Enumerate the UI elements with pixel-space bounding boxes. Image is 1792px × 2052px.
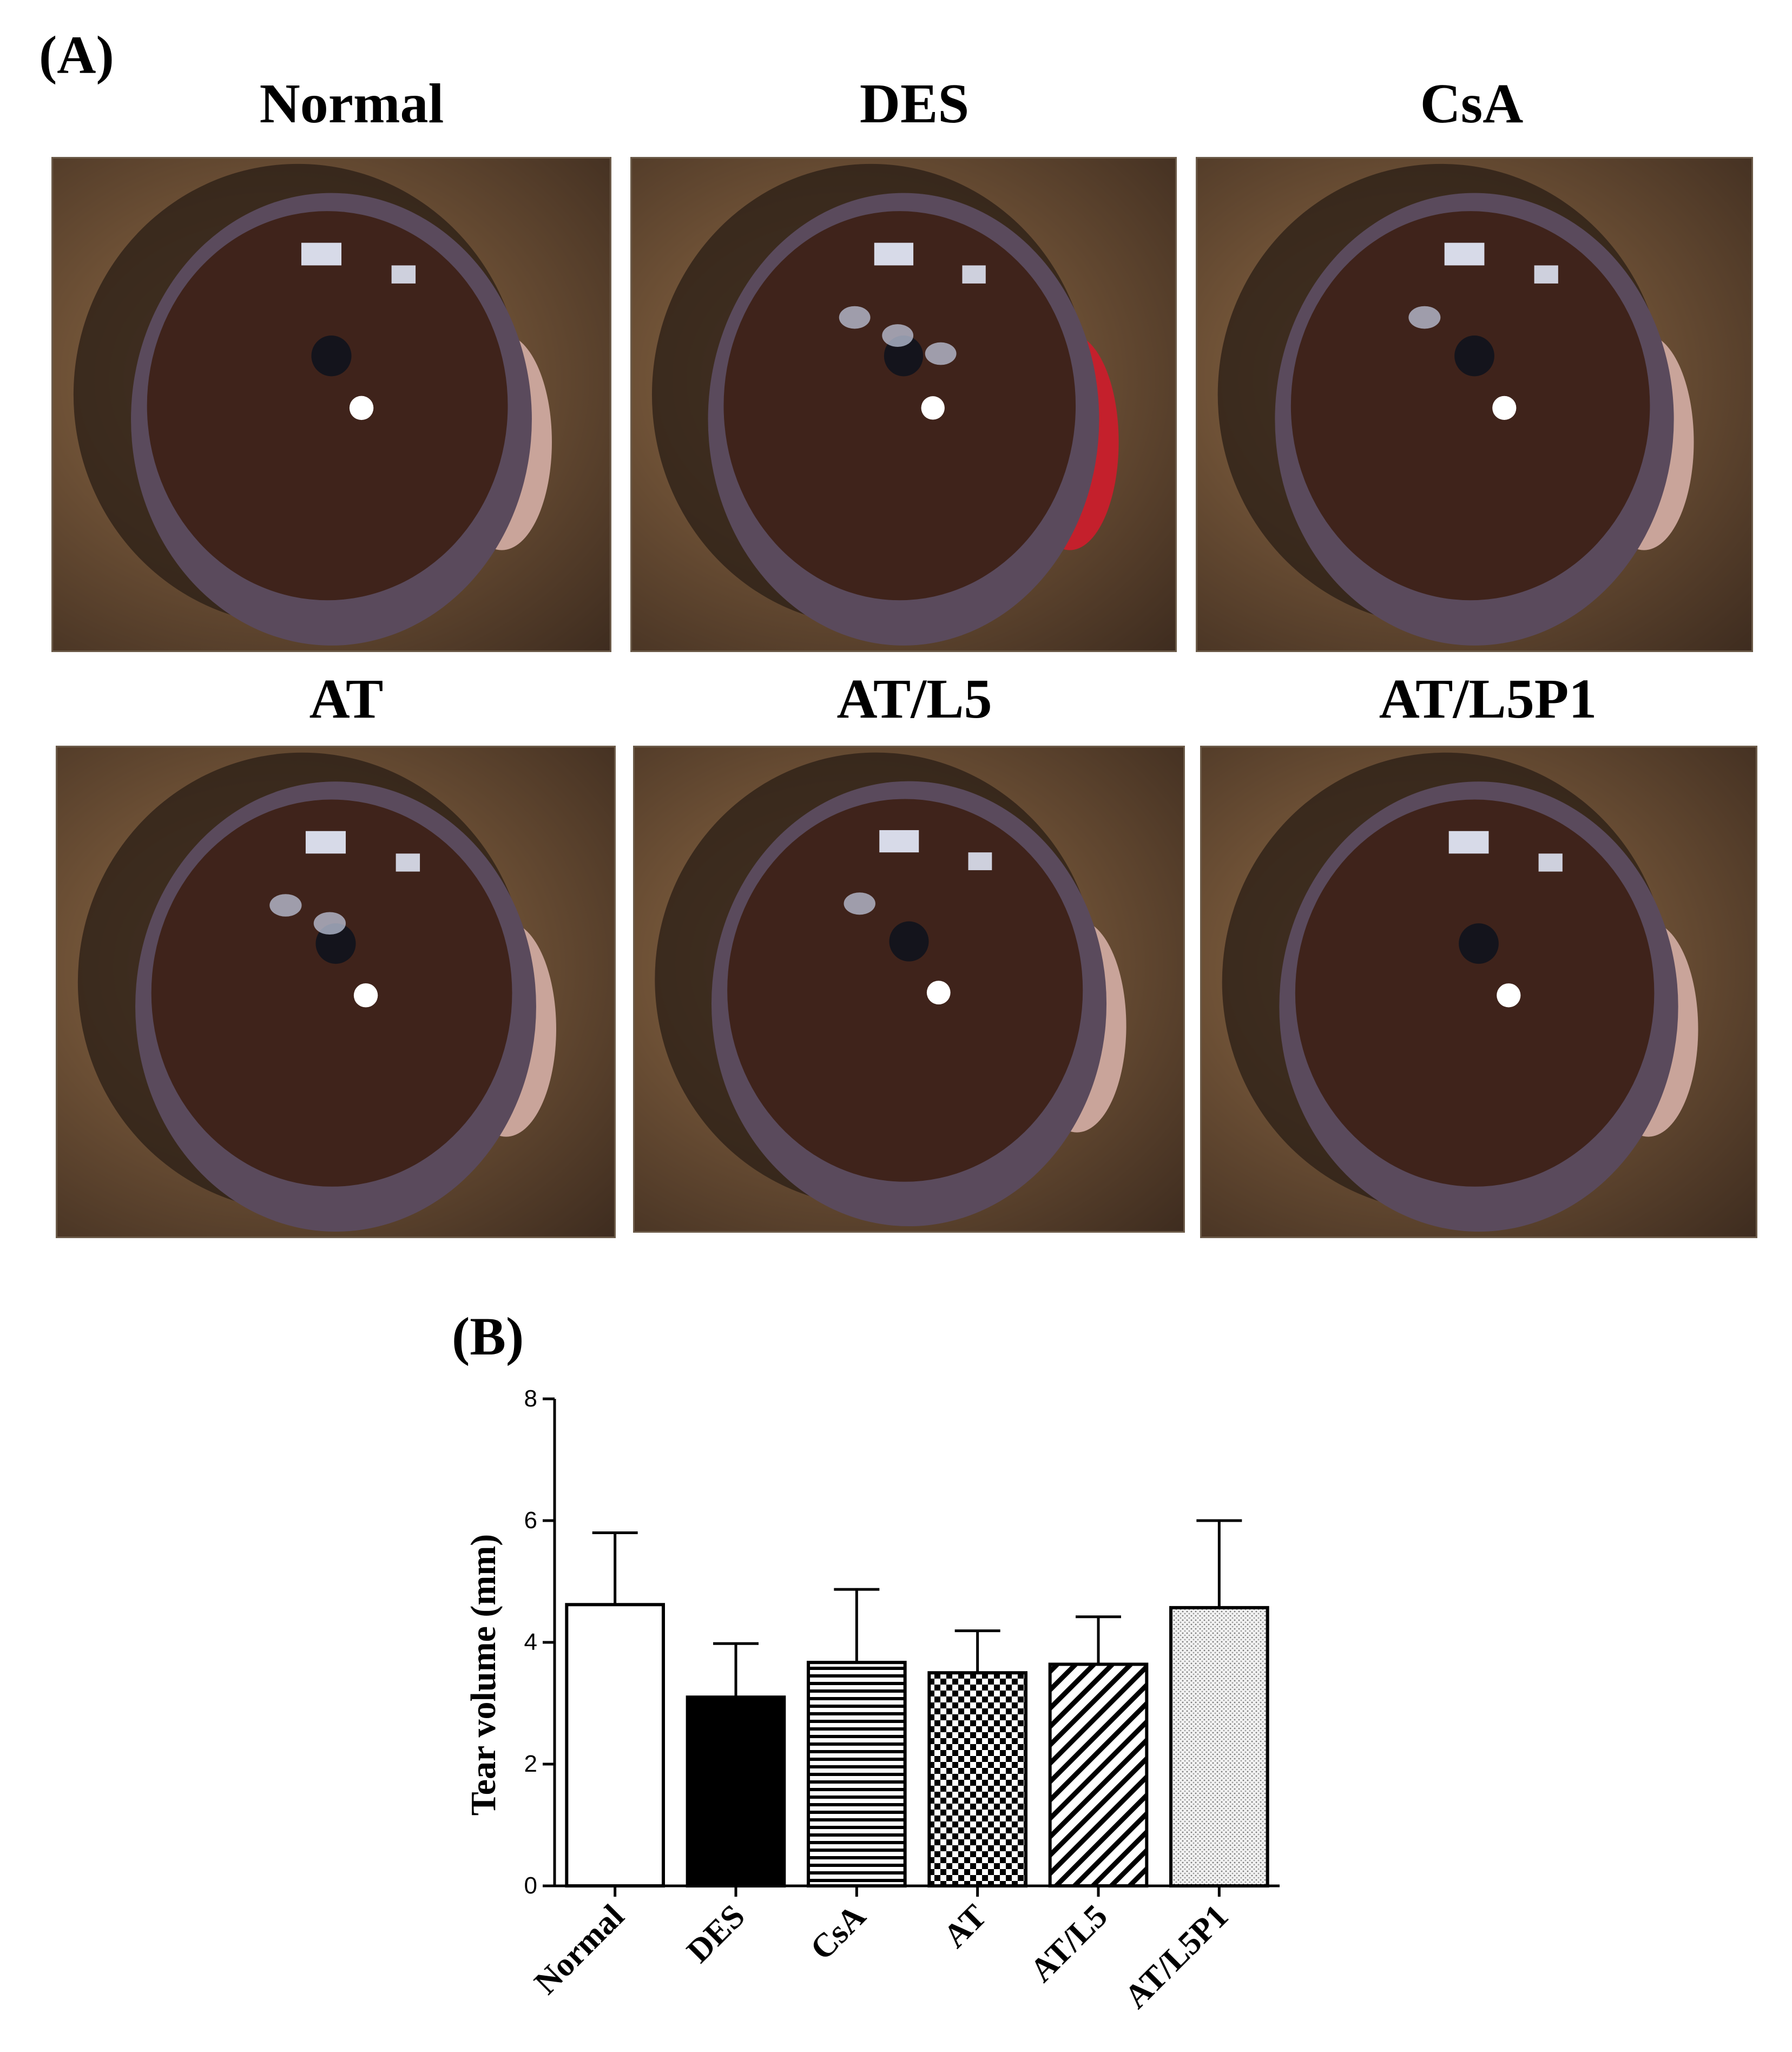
bar-at bbox=[927, 1671, 1028, 1887]
panel-b-label: (B) bbox=[452, 1306, 524, 1366]
x-tick-label: AT/L5P1 bbox=[1117, 1898, 1235, 2016]
bar-at-l5 bbox=[1048, 1662, 1149, 1887]
panel-a-label: (A) bbox=[39, 25, 114, 85]
eye-title-at-l5: AT/L5 bbox=[836, 668, 992, 730]
eye-title-csa: CsA bbox=[1420, 73, 1524, 135]
eye-title-des: DES bbox=[859, 73, 970, 135]
bar-normal bbox=[565, 1603, 666, 1887]
eye-photo-at-l5 bbox=[633, 746, 1185, 1233]
bar-at-l5p1 bbox=[1169, 1606, 1269, 1887]
y-axis-label: Tear volume (mm) bbox=[464, 1534, 503, 1816]
x-tick-label: AT/L5 bbox=[1023, 1898, 1115, 1989]
eye-photo-at-l5p1 bbox=[1200, 746, 1757, 1238]
eye-title-at: AT bbox=[309, 668, 384, 730]
x-tick-label: DES bbox=[680, 1898, 752, 1970]
y-tick-label: 2 bbox=[524, 1751, 537, 1777]
eye-title-at-l5p1: AT/L5P1 bbox=[1379, 668, 1597, 730]
y-tick-label: 0 bbox=[524, 1872, 537, 1899]
eye-photo-normal bbox=[51, 157, 611, 652]
y-tick-label: 4 bbox=[524, 1629, 537, 1655]
y-tick-label: 8 bbox=[524, 1385, 537, 1412]
x-tick-label: AT bbox=[937, 1898, 994, 1955]
bar-csa bbox=[807, 1661, 907, 1887]
bar-des bbox=[686, 1695, 786, 1887]
x-tick-label: CsA bbox=[803, 1898, 873, 1968]
eye-title-normal: Normal bbox=[259, 73, 444, 135]
eye-photo-at bbox=[56, 746, 616, 1238]
eye-photo-csa bbox=[1196, 157, 1753, 652]
eye-photo-des bbox=[630, 157, 1177, 652]
x-tick-label: Normal bbox=[528, 1898, 631, 2002]
y-tick-label: 6 bbox=[524, 1507, 537, 1534]
